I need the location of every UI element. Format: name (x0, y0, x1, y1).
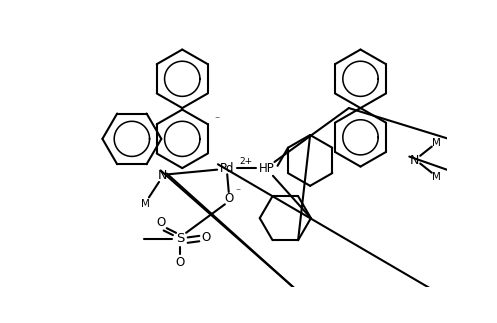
Text: S: S (176, 233, 184, 245)
Text: ⁻: ⁻ (214, 115, 220, 125)
Text: 2+: 2+ (240, 157, 253, 166)
Text: O: O (224, 192, 234, 205)
Text: M: M (432, 172, 441, 182)
Text: N: N (158, 169, 167, 182)
Text: M: M (432, 139, 441, 149)
Text: Pd: Pd (220, 162, 235, 175)
Text: O: O (201, 231, 210, 244)
Text: O: O (175, 255, 184, 268)
Text: N: N (410, 154, 419, 167)
Text: ⁻: ⁻ (235, 187, 240, 197)
Text: HP: HP (259, 162, 275, 175)
Text: M: M (141, 199, 150, 209)
Text: O: O (157, 215, 166, 228)
